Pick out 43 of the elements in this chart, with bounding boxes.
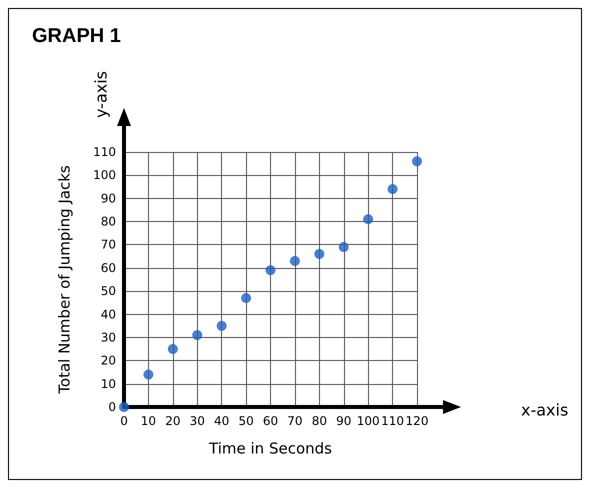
y-tick-label: 30	[100, 330, 116, 344]
point	[216, 320, 227, 331]
x-tick-label: 20	[165, 414, 180, 428]
x-tick-label: 100	[356, 414, 380, 428]
x-tick-label: 40	[214, 414, 230, 428]
x-tick-label: 0	[120, 414, 128, 428]
point	[168, 344, 178, 354]
y-tick-label: 20	[100, 354, 116, 368]
x-tick-label: 90	[336, 414, 352, 428]
text: y-axis	[92, 71, 110, 118]
x-tick-label: 60	[262, 414, 278, 428]
x-tick-label: 120	[406, 414, 428, 428]
point	[143, 370, 154, 380]
y-tick-label: 70	[100, 238, 116, 252]
y-tick-label: 80	[100, 214, 116, 229]
point	[241, 293, 252, 304]
text: x-axis	[521, 400, 568, 420]
x-axis-title: Time in Seconds	[208, 440, 332, 458]
point	[266, 265, 276, 276]
x-tick-label: 50	[238, 414, 254, 428]
x-tick-label: 30	[190, 414, 205, 428]
y-tick-label: 110	[93, 145, 116, 159]
point	[338, 242, 349, 252]
y-tick-label: 0	[108, 400, 116, 414]
y-tick-label: 90	[100, 191, 116, 206]
y-tick-label: 100	[93, 168, 116, 182]
point	[388, 184, 398, 194]
point	[363, 214, 374, 224]
x-tick-label: 80	[312, 414, 327, 428]
chart-title: GRAPH 1	[32, 25, 121, 47]
y-tick-label: 50	[100, 284, 116, 298]
x-tick-label: 110	[381, 414, 404, 428]
y-tick-label: 60	[100, 260, 116, 275]
point	[192, 330, 202, 340]
y-tick-label: 40	[100, 307, 116, 322]
point	[314, 249, 324, 259]
y-axis-title: Total Number of Jumping Jacks	[56, 165, 74, 395]
point	[119, 402, 129, 412]
point	[412, 156, 422, 166]
x-tick-label: 70	[287, 414, 303, 428]
y-tick-label: 10	[100, 376, 116, 391]
x-tick-label: 10	[140, 414, 156, 428]
point	[290, 256, 300, 266]
